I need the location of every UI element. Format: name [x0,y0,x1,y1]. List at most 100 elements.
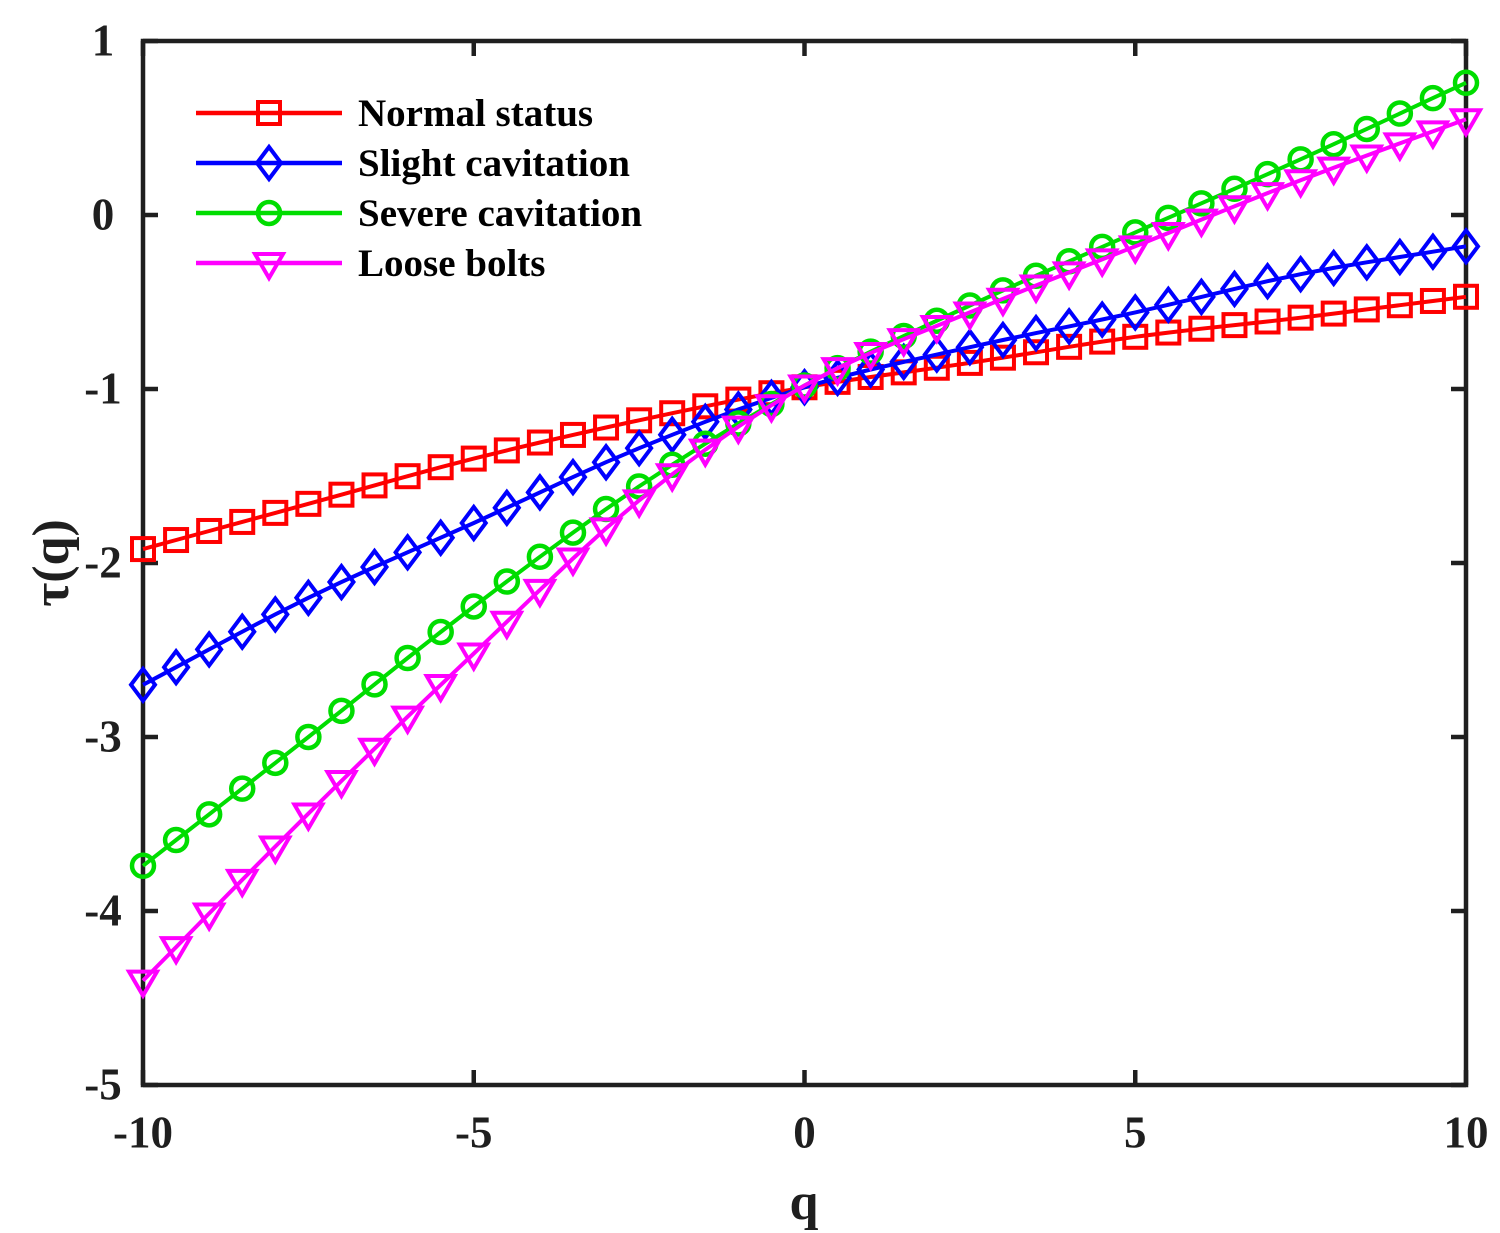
series-marker-normal-status [328,481,355,508]
legend-label: Loose bolts [358,241,546,285]
series-marker-loose-bolts [687,438,723,469]
y-tick-label: -5 [84,1059,122,1110]
legend-marker-triangle-down-icon [251,252,287,282]
series-marker-normal-status [1221,312,1248,339]
series-marker-loose-bolts [588,517,624,548]
legend-swatch-circle-icon [194,190,344,236]
series-marker-severe-cavitation [328,697,355,725]
series-marker-normal-status [1056,333,1083,360]
series-marker-loose-bolts [489,610,525,641]
legend-swatch-canvas [196,100,342,126]
y-tick-label: -1 [84,363,122,414]
y-tick-label: -4 [84,885,122,936]
legend-label: Severe cavitation [358,191,643,235]
legend-item-normal-status: Normal status [194,88,642,138]
series-marker-severe-cavitation [228,775,256,802]
y-tick-label: -2 [84,537,122,588]
series-marker-normal-status [1353,296,1380,323]
series-marker-severe-cavitation [526,543,554,571]
series-marker-severe-cavitation [129,852,157,880]
series-marker-normal-status [130,536,156,563]
series-marker-normal-status [989,344,1016,371]
series-marker-slight-cavitation [988,320,1018,360]
x-axis-label: q [789,1174,819,1231]
series-marker-normal-status [1188,315,1215,342]
series-marker-normal-status [923,354,950,381]
legend-item-slight-cavitation: Slight cavitation [194,138,642,188]
series-marker-loose-bolts [787,374,822,405]
series-marker-severe-cavitation [1122,219,1149,246]
series-marker-normal-status [427,454,454,481]
series-marker-slight-cavitation [856,350,886,389]
legend-swatch-diamond-icon [194,140,344,186]
series-marker-slight-cavitation [624,428,654,468]
series-marker-normal-status [1254,308,1281,335]
x-tick-label: 10 [1443,1107,1489,1158]
series-marker-slight-cavitation [1352,242,1382,282]
series-marker-loose-bolts [720,415,756,446]
series-marker-loose-bolts [191,902,227,933]
legend-swatch-triangle-icon [194,240,344,286]
series-marker-loose-bolts [1051,261,1087,292]
series-marker-slight-cavitation [525,473,555,512]
y-tick-label: 1 [91,15,115,66]
legend-item-loose-bolts: Loose bolts [194,238,642,288]
series-marker-slight-cavitation [1451,226,1481,266]
series-marker-loose-bolts [1382,132,1418,163]
legend-label: Normal status [358,91,594,135]
legend-marker-circle-icon [255,199,283,227]
series-marker-severe-cavitation [262,749,289,777]
series-marker-loose-bolts [1448,108,1484,139]
series-marker-severe-cavitation [295,723,322,751]
series-marker-slight-cavitation [326,562,356,602]
legend-marker-diamond-icon [254,143,284,183]
series-marker-slight-cavitation [1186,277,1216,317]
series-marker-loose-bolts [1415,120,1451,151]
series-marker-severe-cavitation [162,826,190,854]
series-marker-loose-bolts [257,835,293,866]
series-marker-loose-bolts [1117,235,1153,266]
y-axis-label: τ(q) [23,519,80,607]
series-marker-loose-bolts [125,969,161,1000]
series-marker-slight-cavitation [194,630,224,669]
series-marker-loose-bolts [886,328,922,359]
series-marker-normal-status [593,414,620,441]
series-marker-slight-cavitation [459,503,489,543]
series-marker-normal-status [1419,287,1446,314]
series-marker-slight-cavitation [1054,307,1084,346]
legend-marker-square-icon [256,100,282,126]
series-marker-slight-cavitation [922,335,952,374]
series-marker-slight-cavitation [1253,261,1283,301]
series-marker-slight-cavitation [1418,232,1448,272]
series-marker-normal-status [526,429,553,456]
series-marker-loose-bolts [522,578,558,609]
series-marker-slight-cavitation [1319,248,1349,288]
series-marker-normal-status [196,517,223,544]
series-marker-severe-cavitation [195,801,223,828]
series-marker-severe-cavitation [625,473,653,500]
series-marker-normal-status [460,445,487,472]
series-marker-loose-bolts [456,642,492,673]
series-marker-loose-bolts [919,314,955,345]
series-marker-normal-status [163,527,190,554]
series-marker-severe-cavitation [559,519,587,546]
series-marker-normal-status [1386,292,1413,319]
series-marker-loose-bolts [1216,195,1252,226]
series-marker-loose-bolts [1316,156,1352,187]
series-marker-severe-cavitation [1188,190,1215,217]
series-marker-slight-cavitation [1385,237,1415,277]
series-marker-severe-cavitation [1419,84,1447,112]
series-marker-loose-bolts [1349,144,1385,175]
legend-swatch-canvas [196,143,342,183]
series-marker-slight-cavitation [591,442,621,482]
x-tick-label: 0 [793,1107,816,1158]
series-marker-loose-bolts [1283,169,1319,200]
series-marker-loose-bolts [985,287,1021,318]
series-marker-slight-cavitation [1021,313,1051,353]
series-marker-severe-cavitation [1452,69,1480,97]
series-marker-normal-status [559,421,586,448]
legend: Normal status Slight cavitation Severe c… [194,88,642,288]
series-marker-loose-bolts [555,547,591,578]
